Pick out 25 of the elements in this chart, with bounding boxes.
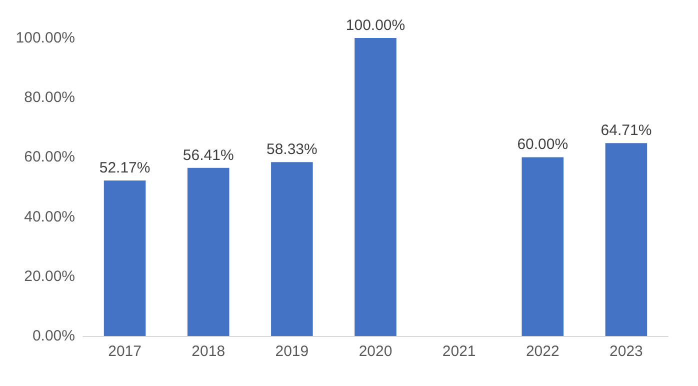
y-tick-label: 100.00% bbox=[16, 30, 75, 46]
bar bbox=[187, 168, 230, 336]
bar bbox=[605, 143, 648, 336]
y-tick-label: 20.00% bbox=[24, 268, 75, 285]
x-tick-label: 2018 bbox=[192, 343, 226, 360]
x-tick-label: 2017 bbox=[108, 343, 142, 360]
y-tick-label: 0.00% bbox=[32, 328, 75, 344]
x-tick-label: 2021 bbox=[442, 343, 476, 360]
data-label: 64.71% bbox=[600, 122, 652, 140]
x-tick-label: 2023 bbox=[610, 343, 643, 360]
data-label: 56.41% bbox=[182, 146, 234, 164]
data-label: 58.33% bbox=[266, 141, 318, 158]
x-tick-label: 2020 bbox=[358, 343, 392, 360]
data-label: 100.00% bbox=[346, 17, 406, 34]
x-tick-label: 2022 bbox=[526, 343, 560, 360]
bar bbox=[522, 157, 564, 336]
y-tick-label: 60.00% bbox=[24, 148, 75, 166]
bar bbox=[354, 38, 396, 336]
y-tick-label: 40.00% bbox=[24, 208, 75, 226]
x-tick-label: 2019 bbox=[275, 343, 309, 360]
bar bbox=[104, 180, 146, 336]
data-label: 60.00% bbox=[517, 136, 568, 154]
bar bbox=[271, 162, 313, 336]
data-label: 52.17% bbox=[99, 160, 150, 177]
y-tick-label: 80.00% bbox=[24, 89, 75, 106]
